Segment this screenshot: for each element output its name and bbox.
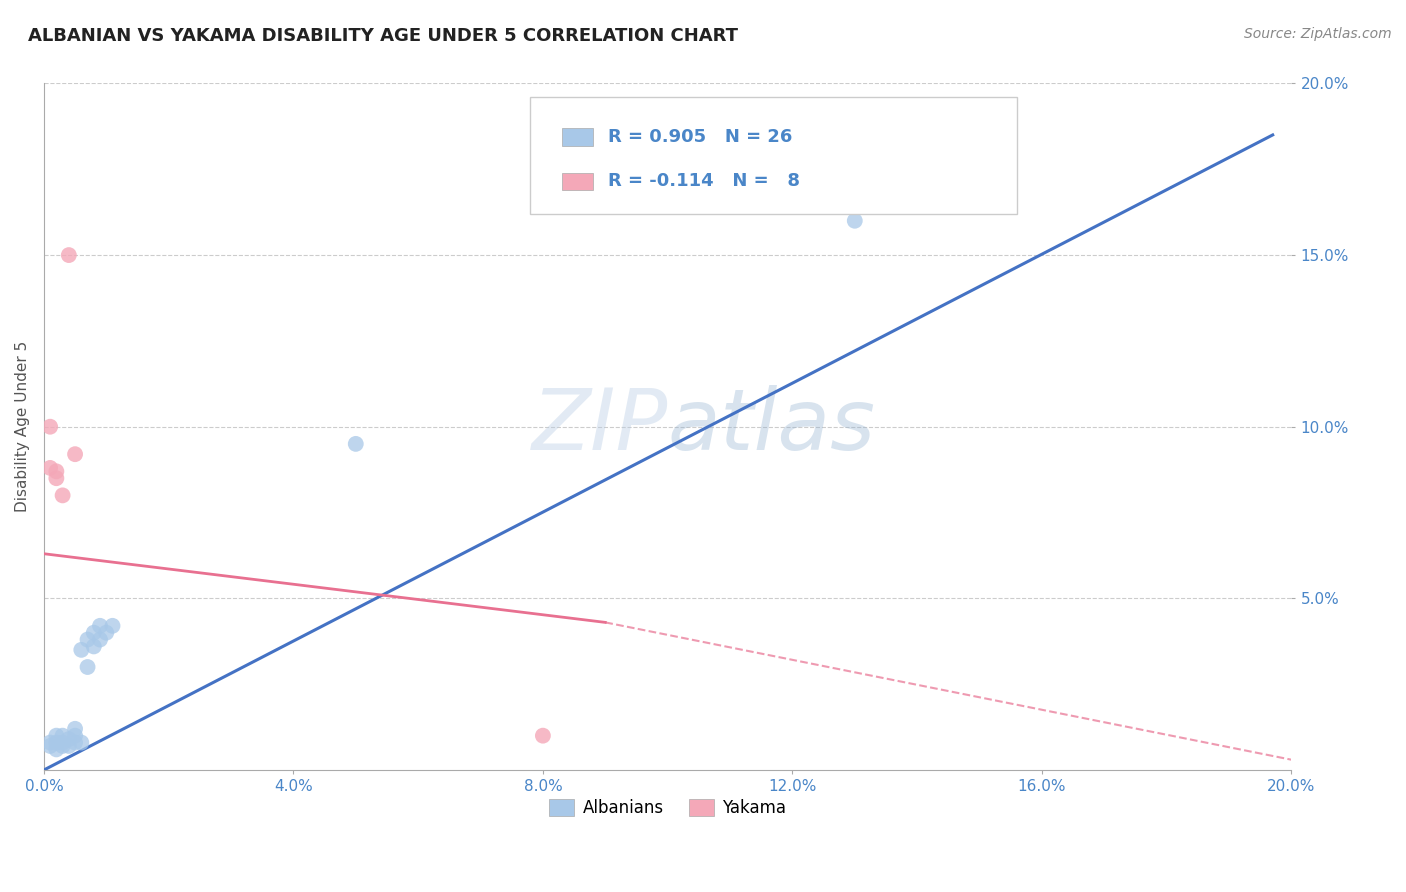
Y-axis label: Disability Age Under 5: Disability Age Under 5	[15, 341, 30, 512]
Point	[83, 625, 105, 640]
Point	[58, 248, 80, 262]
Text: R = 0.905   N = 26: R = 0.905 N = 26	[607, 128, 792, 146]
Point	[45, 464, 67, 478]
Point	[45, 735, 67, 749]
Point	[39, 461, 62, 475]
FancyBboxPatch shape	[561, 128, 593, 145]
Point	[39, 419, 62, 434]
Point	[52, 739, 75, 753]
Point	[101, 619, 124, 633]
Point	[89, 619, 111, 633]
Text: Source: ZipAtlas.com: Source: ZipAtlas.com	[1244, 27, 1392, 41]
Point	[63, 735, 86, 749]
Point	[89, 632, 111, 647]
Point	[52, 735, 75, 749]
Point	[58, 739, 80, 753]
Point	[70, 643, 93, 657]
Point	[531, 729, 554, 743]
Point	[45, 729, 67, 743]
Point	[63, 722, 86, 736]
Point	[63, 447, 86, 461]
Point	[76, 660, 98, 674]
Point	[76, 632, 98, 647]
Text: atlas: atlas	[668, 385, 876, 468]
Point	[39, 739, 62, 753]
Point	[70, 735, 93, 749]
FancyBboxPatch shape	[530, 97, 1017, 214]
Text: ZIP: ZIP	[531, 385, 668, 468]
Point	[83, 640, 105, 654]
Text: R = -0.114   N =   8: R = -0.114 N = 8	[607, 172, 800, 190]
Point	[63, 729, 86, 743]
Point	[58, 732, 80, 747]
Legend: Albanians, Yakama: Albanians, Yakama	[543, 792, 793, 823]
Point	[39, 735, 62, 749]
Point	[956, 179, 979, 194]
Point	[52, 729, 75, 743]
Point	[96, 625, 118, 640]
FancyBboxPatch shape	[561, 173, 593, 190]
Point	[844, 213, 866, 227]
Point	[45, 471, 67, 485]
Point	[344, 437, 367, 451]
Point	[52, 488, 75, 502]
Point	[45, 742, 67, 756]
Text: ALBANIAN VS YAKAMA DISABILITY AGE UNDER 5 CORRELATION CHART: ALBANIAN VS YAKAMA DISABILITY AGE UNDER …	[28, 27, 738, 45]
